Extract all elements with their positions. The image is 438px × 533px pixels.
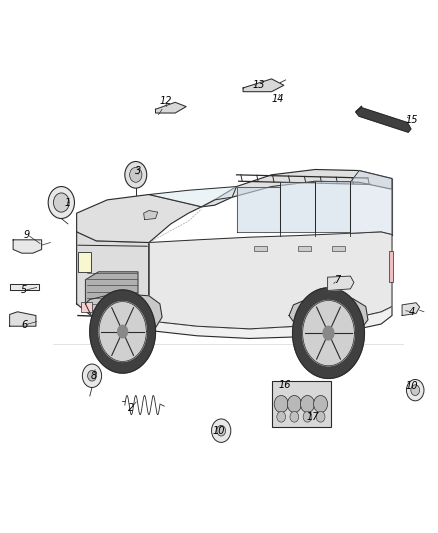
Polygon shape	[350, 171, 392, 235]
Circle shape	[82, 364, 102, 387]
Polygon shape	[77, 195, 201, 243]
Circle shape	[274, 395, 288, 413]
Text: 6: 6	[21, 320, 27, 330]
Bar	[272, 381, 331, 427]
Polygon shape	[201, 169, 392, 207]
Text: 12: 12	[159, 96, 172, 106]
Polygon shape	[328, 276, 354, 290]
Circle shape	[217, 425, 226, 436]
Circle shape	[316, 411, 325, 422]
Circle shape	[53, 193, 69, 212]
Polygon shape	[289, 296, 368, 341]
Text: 7: 7	[334, 275, 340, 285]
Text: 4: 4	[409, 307, 415, 317]
Text: 9: 9	[24, 230, 30, 239]
Text: 13: 13	[252, 80, 265, 90]
Circle shape	[290, 411, 299, 422]
Bar	[332, 246, 345, 251]
Circle shape	[48, 187, 74, 219]
Circle shape	[212, 419, 231, 442]
Polygon shape	[144, 211, 158, 220]
Polygon shape	[10, 284, 39, 290]
Text: 17: 17	[307, 412, 319, 422]
Polygon shape	[323, 326, 334, 340]
Polygon shape	[293, 288, 364, 378]
Circle shape	[287, 395, 301, 413]
Bar	[389, 251, 393, 282]
Polygon shape	[90, 290, 155, 373]
Text: 10: 10	[213, 426, 225, 435]
Polygon shape	[237, 187, 280, 232]
Polygon shape	[356, 108, 411, 132]
Circle shape	[130, 167, 142, 182]
Polygon shape	[85, 272, 138, 313]
Text: 10: 10	[406, 382, 418, 391]
Text: 8: 8	[91, 371, 97, 381]
Circle shape	[125, 161, 147, 188]
Circle shape	[300, 395, 314, 413]
Circle shape	[411, 385, 420, 395]
Bar	[254, 246, 267, 251]
Polygon shape	[280, 182, 315, 232]
Polygon shape	[10, 312, 36, 326]
Polygon shape	[243, 79, 284, 92]
Circle shape	[303, 411, 312, 422]
Text: 16: 16	[279, 380, 291, 390]
Polygon shape	[77, 294, 392, 338]
Text: 1: 1	[65, 198, 71, 207]
Text: 15: 15	[406, 115, 418, 125]
Polygon shape	[77, 232, 149, 321]
Polygon shape	[149, 232, 392, 329]
Polygon shape	[402, 303, 420, 316]
Text: 5: 5	[21, 286, 27, 295]
Bar	[298, 246, 311, 251]
Polygon shape	[149, 187, 237, 207]
Polygon shape	[315, 181, 350, 232]
Text: 14: 14	[272, 94, 284, 103]
Circle shape	[406, 379, 424, 401]
Circle shape	[88, 370, 96, 381]
Polygon shape	[13, 240, 42, 253]
Text: 2: 2	[128, 403, 134, 413]
Bar	[78, 252, 91, 272]
Polygon shape	[118, 325, 127, 338]
Polygon shape	[99, 302, 146, 361]
Polygon shape	[155, 102, 186, 113]
Polygon shape	[85, 294, 162, 336]
Circle shape	[277, 411, 286, 422]
Text: 3: 3	[135, 166, 141, 175]
Circle shape	[314, 395, 328, 413]
Bar	[81, 302, 92, 312]
Polygon shape	[303, 301, 354, 366]
